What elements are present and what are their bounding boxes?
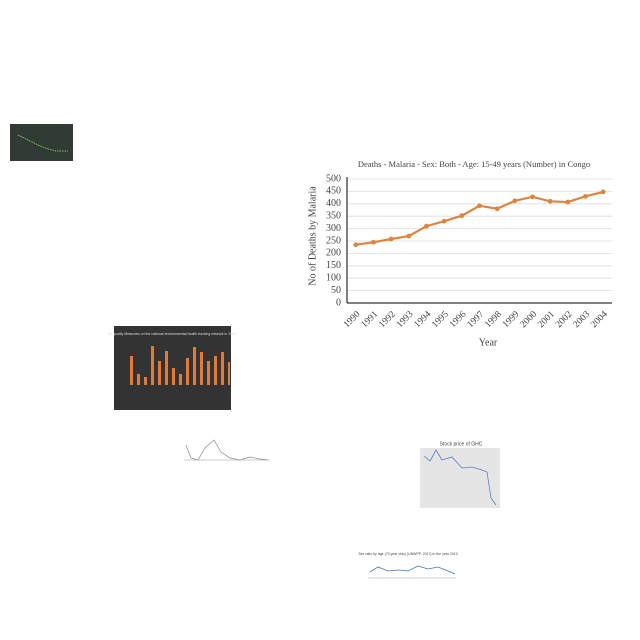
data-point: [424, 223, 429, 229]
y-tick-label: 50: [331, 285, 341, 296]
data-point: [441, 218, 447, 224]
data-point: [600, 189, 606, 195]
y-tick-label: 400: [326, 198, 341, 209]
x-tick-label: 1998: [483, 309, 504, 330]
data-point: [494, 206, 500, 212]
chart-title: Deaths - Malaria - Sex: Both - Age: 15-4…: [358, 159, 590, 169]
x-tick-label: 1996: [448, 309, 469, 330]
data-point: [388, 236, 394, 242]
data-point: [530, 194, 535, 200]
thumb-bg: [420, 448, 500, 508]
x-tick-label: 1994: [413, 309, 434, 330]
y-axis-label: No of Deaths by Malaria: [307, 186, 318, 286]
y-tick-label: 350: [326, 210, 341, 221]
data-point: [547, 198, 553, 204]
x-tick-label: 2002: [554, 309, 575, 330]
y-tick-label: 150: [326, 260, 341, 271]
x-tick-label: 1993: [395, 309, 416, 330]
data-point: [459, 213, 465, 219]
thumb-line: [185, 439, 269, 461]
data-point: [406, 233, 412, 239]
thumbnail-dark-line: [10, 124, 73, 161]
x-tick-label: 1995: [430, 309, 451, 330]
thumbnail-line: [184, 439, 270, 461]
thumb-line: [369, 565, 456, 575]
y-tick-label: 0: [336, 297, 341, 308]
x-tick-label: 2000: [519, 309, 540, 330]
thumbnail-dark-bars: Air quality Measures on the national env…: [108, 326, 236, 410]
thumbnail-sex-ratio: Sex ratio by age (70 year olds) (UNWPP, …: [358, 552, 458, 579]
thumb-line: [423, 449, 497, 506]
x-tick-label: 1999: [501, 309, 522, 330]
y-tick-label: 300: [326, 223, 341, 234]
data-point: [583, 193, 588, 199]
data-point: [512, 198, 518, 204]
thumb-title: Air quality Measures on the national env…: [108, 332, 236, 336]
thumb-title: Stock price of GHC: [440, 441, 483, 447]
thumb-bars: [130, 346, 230, 385]
thumb-bg: [10, 124, 73, 161]
data-point: [371, 239, 376, 245]
x-tick-label: 1992: [377, 309, 398, 330]
thumbnail-stock: Stock price of GHC: [420, 441, 500, 508]
y-tick-label: 450: [326, 186, 341, 197]
data-point: [565, 199, 571, 205]
x-tick-label: 2003: [572, 309, 593, 330]
thumb-line: [17, 134, 68, 152]
main-chart: Deaths - Malaria - Sex: Both - Age: 15-4…: [307, 159, 612, 348]
x-axis-label: Year: [479, 337, 498, 348]
x-tick-label: 1990: [342, 309, 363, 330]
x-tick-label: 1991: [360, 309, 381, 330]
data-point: [477, 203, 482, 209]
y-tick-label: 250: [326, 235, 341, 246]
y-tick-label: 200: [326, 248, 341, 259]
x-tick-label: 2004: [589, 309, 610, 330]
y-tick-label: 500: [326, 173, 341, 184]
series-line: [355, 190, 604, 246]
y-tick-label: 100: [326, 272, 341, 283]
data-point: [353, 242, 359, 248]
x-tick-label: 1997: [466, 309, 487, 330]
x-tick-label: 2001: [536, 309, 557, 330]
thumb-title: Sex ratio by age (70 year olds) (UNWPP, …: [358, 552, 457, 556]
